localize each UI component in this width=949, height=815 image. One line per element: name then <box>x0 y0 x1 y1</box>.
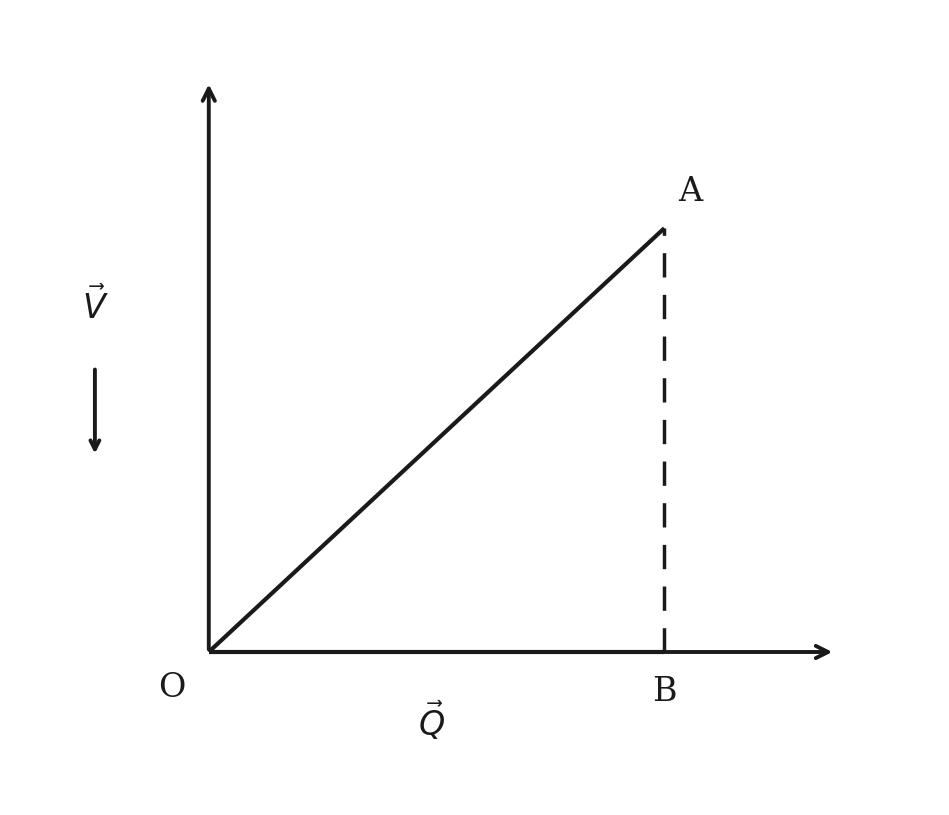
Text: O: O <box>158 672 185 704</box>
Text: A: A <box>679 176 703 208</box>
Text: $\vec{Q}$: $\vec{Q}$ <box>419 699 445 743</box>
Text: $\vec{V}$: $\vec{V}$ <box>82 286 108 326</box>
Text: B: B <box>652 676 677 708</box>
